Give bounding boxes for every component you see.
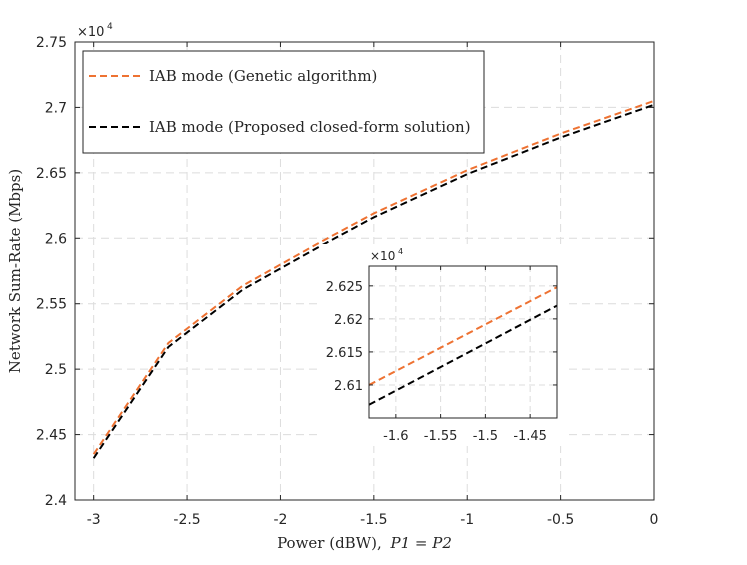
main-tick-labels: -3 -2.5 -2 -1.5 -1 -0.5 0 2.4 2.45 2.5 2.55 2.6 2.65… [36,35,659,528]
series-line-1 [92,99,655,455]
y-tick-label: 2.4 [45,493,67,509]
x-tick-label: -2.5 [173,512,200,528]
y-axis-label: Network Sum-Rate (Mbps) [6,169,24,373]
inset-y-multiplier-exponent: 4 [398,247,403,256]
inset-background [321,244,565,446]
main-series [92,99,655,459]
series-line-2 [92,103,655,459]
inset-axes-frame [368,265,558,419]
inset-y-tick-label: 2.625 [326,280,363,295]
x-axis-label-math: P1 = P2 [390,534,452,552]
y-tick-label: 2.6 [45,231,67,247]
inset-y-tick-label: 2.615 [326,346,363,361]
inset-y-tick-label: 2.62 [334,313,363,328]
inset-grid [369,266,557,418]
inset-y-tick-label: 2.61 [334,379,363,394]
inset-x-tick-label: -1.6 [383,429,408,444]
legend-label-2: IAB mode (Proposed closed-form solution) [149,118,471,136]
y-tick-label: 2.65 [36,166,67,182]
inset-series-line-1 [368,286,558,386]
x-tick-label: 0 [650,512,659,528]
inset-chart: -1.6 -1.55 -1.5 -1.45 2.61 2.615 2.62 2.625 ×10… [321,244,565,446]
x-tick-label: -1.5 [360,512,387,528]
main-axes-frame [74,41,655,501]
x-tick-label: -3 [87,512,101,528]
main-ticks [75,41,655,501]
inset-ticks [369,266,557,418]
y-tick-label: 2.7 [45,100,67,116]
y-tick-label: 2.5 [45,362,67,378]
x-axis-label-text: Power (dBW), [277,534,382,552]
inset-x-tick-label: -1.45 [513,429,547,444]
inset-x-tick-label: -1.55 [424,429,458,444]
x-tick-label: -2 [273,512,287,528]
legend-label-1: IAB mode (Genetic algorithm) [149,67,377,85]
axis-labels: Power (dBW), P1 = P2 Network Sum-Rate (M… [6,169,452,552]
y-multiplier-base: ×10 [77,25,104,40]
inset-series-line-2 [368,304,558,406]
inset-y-multiplier-base: ×10 [370,249,395,263]
inset-tick-labels: -1.6 -1.55 -1.5 -1.45 2.61 2.615 2.62 2.625 [326,280,547,444]
x-axis-label: Power (dBW), P1 = P2 [277,534,452,552]
y-tick-label: 2.75 [36,35,67,51]
y-axis-multiplier: ×10 4 [77,22,113,40]
x-tick-label: -0.5 [547,512,574,528]
inset-x-tick-label: -1.5 [473,429,498,444]
legend: IAB mode (Genetic algorithm) IAB mode (Pr… [82,50,485,154]
y-tick-label: 2.45 [36,428,67,444]
legend-box [82,50,485,154]
inset-series [368,286,558,406]
y-multiplier-exponent: 4 [107,22,113,32]
x-tick-label: -1 [460,512,474,528]
y-tick-label: 2.55 [36,297,67,313]
